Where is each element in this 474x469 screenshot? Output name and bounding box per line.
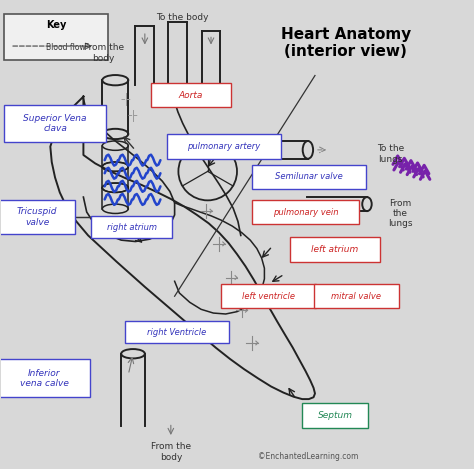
- Text: pulmonary vein: pulmonary vein: [273, 208, 338, 217]
- Text: Blood flow: Blood flow: [46, 43, 85, 52]
- Text: mitral valve: mitral valve: [331, 292, 382, 301]
- FancyBboxPatch shape: [4, 14, 108, 60]
- Text: left atrium: left atrium: [311, 245, 359, 254]
- Text: Heart Anatomy
(interior view): Heart Anatomy (interior view): [281, 27, 411, 59]
- FancyBboxPatch shape: [0, 200, 75, 234]
- FancyBboxPatch shape: [252, 165, 366, 189]
- FancyBboxPatch shape: [221, 284, 317, 309]
- FancyBboxPatch shape: [151, 83, 231, 107]
- Text: left ventricle: left ventricle: [242, 292, 295, 301]
- Text: Tricuspid
valve: Tricuspid valve: [17, 207, 57, 227]
- FancyBboxPatch shape: [125, 321, 229, 343]
- Text: right atrium: right atrium: [107, 222, 157, 232]
- FancyBboxPatch shape: [252, 200, 359, 224]
- Text: Septum: Septum: [318, 411, 353, 420]
- FancyBboxPatch shape: [167, 135, 281, 159]
- Text: To the body: To the body: [156, 13, 209, 22]
- Text: From
the
lungs: From the lungs: [388, 198, 412, 228]
- Text: Semilunar valve: Semilunar valve: [275, 173, 343, 182]
- Text: From the
body: From the body: [151, 442, 191, 461]
- Text: From the
body: From the body: [84, 43, 124, 63]
- Text: Superior Vena
clava: Superior Vena clava: [23, 114, 87, 133]
- Text: pulmonary artery: pulmonary artery: [187, 142, 261, 151]
- Text: Inferior
vena calve: Inferior vena calve: [20, 369, 69, 388]
- Text: Aorta: Aorta: [179, 91, 203, 99]
- FancyBboxPatch shape: [314, 284, 399, 309]
- FancyBboxPatch shape: [302, 403, 368, 428]
- FancyBboxPatch shape: [4, 105, 106, 143]
- Text: right Ventricle: right Ventricle: [147, 328, 206, 337]
- Text: Key: Key: [46, 20, 66, 30]
- FancyBboxPatch shape: [290, 237, 380, 262]
- FancyBboxPatch shape: [0, 359, 90, 397]
- Text: To the
lungs: To the lungs: [377, 144, 404, 164]
- Text: ©EnchantedLearning.com: ©EnchantedLearning.com: [258, 452, 358, 461]
- FancyBboxPatch shape: [91, 216, 172, 238]
